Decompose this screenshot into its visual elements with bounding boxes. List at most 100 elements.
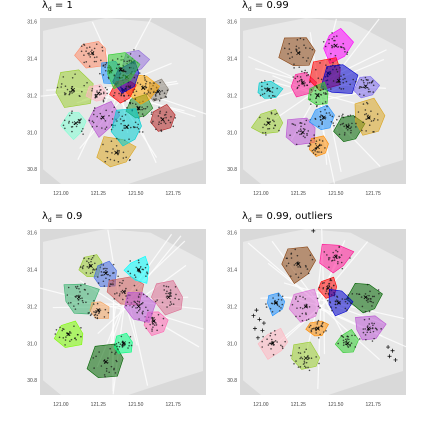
cluster-point [125,156,127,159]
cluster-point [135,302,138,305]
cluster-point [262,126,264,129]
cluster-point [98,351,100,353]
cluster-point [102,74,105,76]
cluster-point [344,132,346,134]
cluster-point [314,89,317,92]
cluster-point [373,337,375,340]
cluster-point [299,128,302,130]
cluster-11 [124,291,156,323]
cluster-point [311,258,314,261]
cluster-point [310,103,312,105]
cluster-point [135,307,137,309]
cluster-point [71,130,73,133]
cluster-point [116,137,118,140]
cluster-point [335,306,337,309]
cluster-point [138,301,141,303]
cluster-10 [123,255,150,284]
cluster-point [307,272,310,275]
cluster-point [351,293,354,295]
x-tick-label: 121.50 [328,402,344,408]
cluster-point [137,296,140,298]
cluster-point [135,90,138,93]
cluster-point [150,88,152,90]
cluster-point [319,307,321,309]
cluster-point [61,329,64,332]
cluster-1 [278,37,316,69]
cluster-point [113,106,116,109]
cluster-point [335,299,338,301]
cluster-point [297,366,300,368]
x-tick-label: 121.75 [165,402,181,408]
cluster-point [299,306,302,309]
cluster-point [112,263,115,266]
cluster-point [119,118,122,120]
title-rest: = 0.99 [251,0,289,11]
cluster-point [302,83,304,85]
cluster-point [299,295,301,298]
cluster-point [294,248,297,251]
cluster-point [346,128,349,131]
cluster-point [338,87,341,89]
cluster-point [310,139,312,142]
cluster-point [351,334,353,337]
cluster-point [142,301,144,304]
cluster-point [319,333,321,336]
cluster-point [364,334,367,336]
cluster-point [340,334,343,337]
cluster-point [118,63,121,66]
cluster-point [92,269,94,271]
cluster-hull [150,280,183,316]
x-tick-label: 121.00 [53,191,69,197]
cluster-point [103,316,106,318]
cluster-0 [322,27,354,65]
cluster-point [158,106,160,109]
cluster-point [78,121,80,123]
cluster-point [115,67,118,70]
cluster-point [318,139,321,141]
cluster-point [364,293,367,295]
cluster-point [62,76,65,78]
cluster-point [326,105,328,108]
cluster-point [116,345,118,348]
cluster-point [143,92,146,94]
y-tick-label: 31.0 [227,341,237,347]
cluster-point [160,129,162,131]
cluster-point [80,335,82,338]
cluster-point [362,86,365,88]
cluster-point [152,323,155,325]
cluster-point [152,318,154,320]
cluster-point [362,328,365,330]
y-tick-label: 31.6 [227,20,237,26]
cluster-point [312,152,315,154]
cluster-point [328,42,330,45]
cluster-center [141,86,146,91]
cluster-10 [326,288,354,317]
cluster-point [95,268,98,270]
cluster-point [335,35,338,37]
cluster-point [97,282,100,284]
cluster-point [92,303,95,305]
cluster-point [350,302,352,305]
cluster-point [88,119,91,122]
cluster-point [302,135,305,137]
cluster-point [74,73,76,75]
cluster-point [320,93,322,96]
cluster-point [331,37,334,40]
cluster-point [108,371,110,374]
cluster-point [329,58,331,61]
cluster-point [270,112,273,115]
cluster-point [322,287,324,290]
cluster-point [80,45,83,47]
cluster-point [85,301,87,304]
cluster-center [114,150,119,155]
y-tick-label: 30.8 [227,378,237,384]
cluster-point [365,338,367,341]
cluster-point [160,122,162,125]
cluster-point [303,44,305,47]
cluster-point [325,330,327,332]
cluster-point [350,131,352,134]
cluster-point [125,88,127,90]
cluster-point [307,74,310,76]
outlier-point [260,328,265,333]
cluster-point [156,329,158,332]
